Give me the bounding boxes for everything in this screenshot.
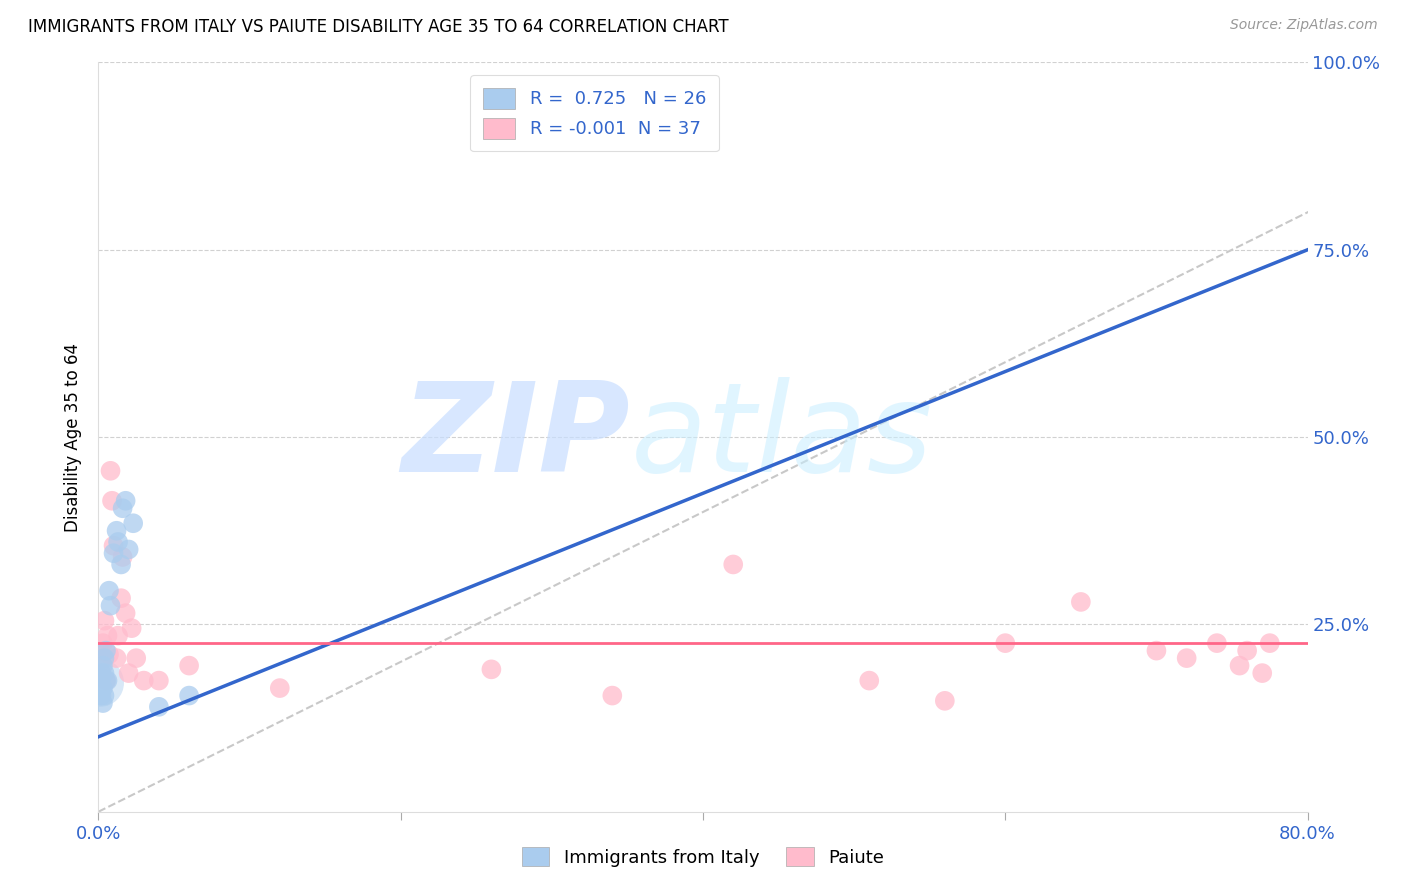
Point — [89, 676, 111, 690]
Point — [1229, 658, 1251, 673]
Point — [107, 535, 129, 549]
Point — [723, 558, 745, 572]
Point — [179, 689, 201, 703]
Point — [602, 689, 624, 703]
Point — [89, 643, 111, 657]
Point — [89, 655, 111, 669]
Point — [1070, 595, 1092, 609]
Text: atlas: atlas — [630, 376, 932, 498]
Point — [105, 524, 128, 538]
Point — [89, 677, 111, 691]
Point — [148, 673, 170, 688]
Point — [103, 546, 125, 560]
Y-axis label: Disability Age 35 to 64: Disability Age 35 to 64 — [65, 343, 83, 532]
Point — [96, 673, 118, 688]
Text: ZIP: ZIP — [402, 376, 630, 498]
Point — [1206, 636, 1229, 650]
Point — [96, 629, 118, 643]
Point — [91, 658, 114, 673]
Point — [858, 673, 880, 688]
Text: Source: ZipAtlas.com: Source: ZipAtlas.com — [1230, 18, 1378, 32]
Point — [1175, 651, 1198, 665]
Point — [94, 673, 117, 688]
Point — [94, 673, 117, 688]
Point — [101, 493, 124, 508]
Point — [100, 464, 122, 478]
Point — [93, 651, 115, 665]
Point — [93, 666, 115, 681]
Point — [98, 648, 121, 662]
Point — [118, 666, 141, 681]
Point — [90, 666, 112, 681]
Point — [91, 636, 114, 650]
Point — [118, 542, 141, 557]
Point — [934, 694, 956, 708]
Point — [91, 681, 114, 695]
Point — [114, 606, 136, 620]
Point — [100, 599, 122, 613]
Point — [125, 651, 148, 665]
Point — [1251, 666, 1274, 681]
Point — [107, 629, 129, 643]
Point — [148, 699, 170, 714]
Point — [90, 666, 112, 681]
Point — [111, 549, 134, 564]
Point — [179, 658, 201, 673]
Point — [111, 501, 134, 516]
Point — [93, 614, 115, 628]
Point — [1144, 643, 1167, 657]
Point — [110, 558, 132, 572]
Point — [1236, 643, 1258, 657]
Point — [89, 689, 111, 703]
Point — [105, 651, 128, 665]
Point — [93, 689, 115, 703]
Point — [94, 643, 117, 657]
Legend: Immigrants from Italy, Paiute: Immigrants from Italy, Paiute — [515, 840, 891, 874]
Legend: R =  0.725   N = 26, R = -0.001  N = 37: R = 0.725 N = 26, R = -0.001 N = 37 — [470, 75, 718, 152]
Text: IMMIGRANTS FROM ITALY VS PAIUTE DISABILITY AGE 35 TO 64 CORRELATION CHART: IMMIGRANTS FROM ITALY VS PAIUTE DISABILI… — [28, 18, 728, 36]
Point — [103, 539, 125, 553]
Point — [481, 662, 503, 676]
Point — [269, 681, 291, 695]
Point — [132, 673, 155, 688]
Point — [121, 621, 143, 635]
Point — [98, 583, 121, 598]
Point — [110, 591, 132, 606]
Point — [89, 670, 111, 684]
Point — [114, 493, 136, 508]
Point — [1258, 636, 1281, 650]
Point — [122, 516, 145, 531]
Point — [994, 636, 1017, 650]
Point — [91, 696, 114, 710]
Point — [90, 689, 112, 703]
